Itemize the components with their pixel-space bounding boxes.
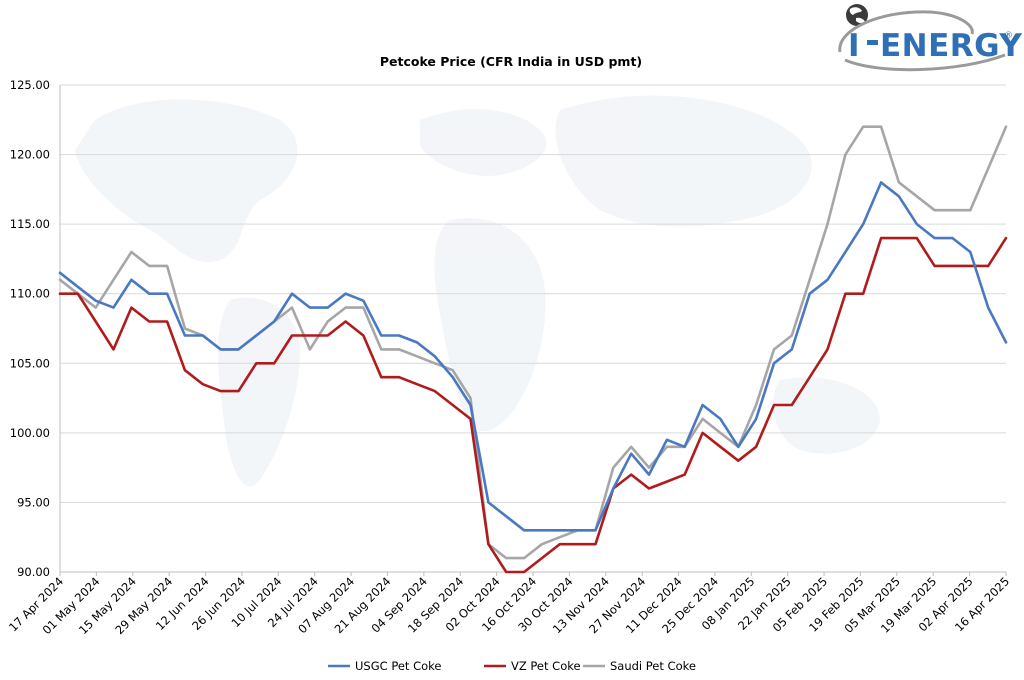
series-line-usgc-pet-coke <box>58 181 1008 532</box>
legend-label: Saudi Pet Coke <box>610 659 696 673</box>
chart-title: Petcoke Price (CFR India in USD pmt) <box>380 54 642 69</box>
registered-mark: ® <box>1004 31 1013 41</box>
y-tick-label: 105.00 <box>10 356 50 370</box>
y-tick-label: 95.00 <box>17 495 50 509</box>
logo-dash <box>867 40 878 45</box>
logo-swoosh-bottom <box>844 53 1006 72</box>
globe-icon <box>846 4 868 26</box>
legend: USGC Pet Coke VZ Pet Coke Saudi Pet Coke <box>328 659 696 673</box>
series-lines <box>58 125 1008 574</box>
series-line-vz-pet-coke <box>58 236 1008 574</box>
y-tick-label: 90.00 <box>17 565 50 579</box>
brand-logo: I ENERGY ® <box>838 4 1022 72</box>
logo-swoosh-top <box>838 10 974 53</box>
legend-label: USGC Pet Coke <box>355 659 441 673</box>
y-axis-ticks: 90.00 95.00 100.00 105.00 110.00 115.00 120.00… <box>10 78 50 579</box>
legend-label: VZ Pet Coke <box>511 659 581 673</box>
logo-text: ENERGY <box>880 28 1022 64</box>
y-tick-label: 100.00 <box>10 426 50 440</box>
logo-prefix: I <box>848 28 860 64</box>
y-tick-label: 120.00 <box>10 148 50 162</box>
world-map-background <box>75 95 880 487</box>
y-tick-label: 115.00 <box>10 217 50 231</box>
y-tick-label: 110.00 <box>10 287 50 301</box>
y-tick-label: 125.00 <box>10 78 50 92</box>
